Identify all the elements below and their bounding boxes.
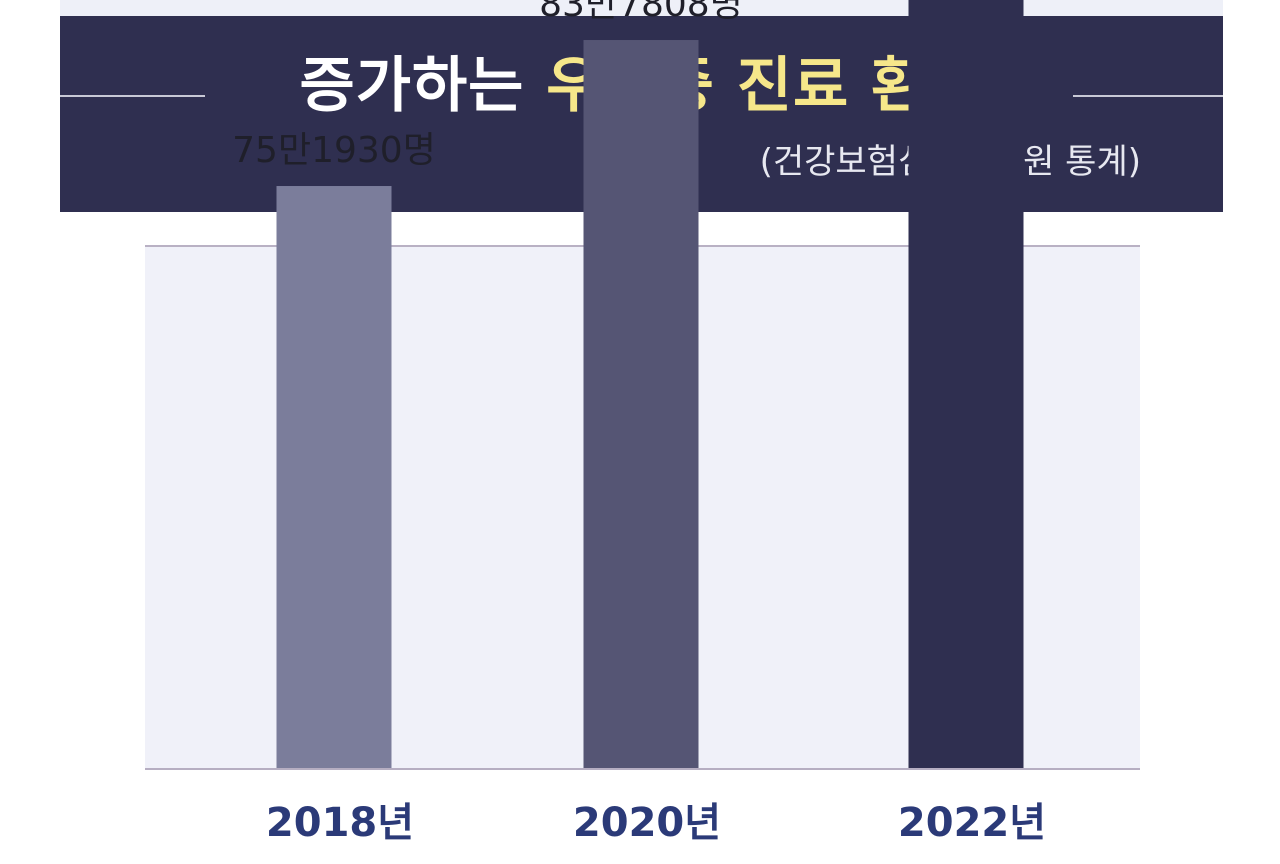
bar-1 [583, 40, 699, 769]
category-label-1: 2020년 [573, 800, 721, 846]
title-rule-right [1073, 95, 1223, 97]
bar-0 [276, 186, 392, 770]
value-label-1: 83만7808명 [539, 0, 743, 25]
labels-group: 75만1930명2018년83만7808명2020년99만9732명2022년 [232, 0, 1046, 846]
bar-2 [908, 0, 1024, 769]
chart-title-part1: 증가하는 [299, 51, 525, 121]
bars-group [276, 0, 1024, 770]
category-label-0: 2018년 [266, 800, 414, 846]
value-label-0: 75만1930명 [232, 130, 436, 171]
title-rule-left [60, 95, 205, 97]
category-label-2: 2022년 [898, 800, 1046, 846]
